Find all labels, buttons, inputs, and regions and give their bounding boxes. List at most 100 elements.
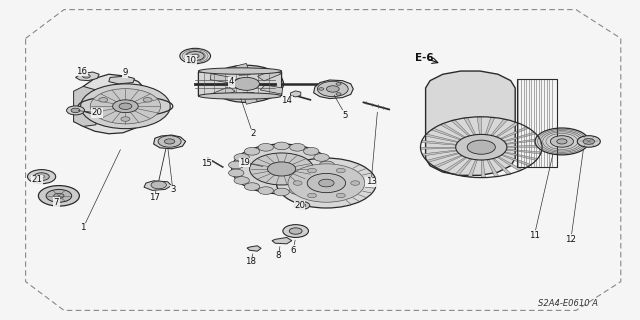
Circle shape xyxy=(158,136,181,147)
Circle shape xyxy=(228,161,244,169)
Circle shape xyxy=(67,106,84,115)
Circle shape xyxy=(351,181,360,185)
Polygon shape xyxy=(444,157,467,172)
Circle shape xyxy=(314,177,329,184)
Polygon shape xyxy=(497,157,522,171)
Text: 20: 20 xyxy=(92,108,103,117)
Circle shape xyxy=(337,193,346,198)
Text: 5: 5 xyxy=(343,111,348,120)
Circle shape xyxy=(234,154,250,161)
Circle shape xyxy=(577,136,600,147)
Polygon shape xyxy=(440,124,465,138)
Circle shape xyxy=(290,187,305,195)
Circle shape xyxy=(288,164,365,202)
Circle shape xyxy=(258,143,273,151)
Polygon shape xyxy=(464,117,476,135)
Polygon shape xyxy=(76,72,99,81)
Polygon shape xyxy=(504,132,536,142)
Polygon shape xyxy=(210,74,232,83)
Polygon shape xyxy=(425,134,458,142)
Circle shape xyxy=(83,74,90,78)
Text: 10: 10 xyxy=(185,56,196,65)
Circle shape xyxy=(557,139,567,144)
Circle shape xyxy=(336,83,341,85)
Polygon shape xyxy=(455,159,472,175)
Polygon shape xyxy=(236,63,250,75)
Polygon shape xyxy=(74,86,96,126)
Text: 16: 16 xyxy=(76,67,88,76)
Circle shape xyxy=(583,139,595,144)
Polygon shape xyxy=(507,145,542,147)
Polygon shape xyxy=(504,152,538,160)
Circle shape xyxy=(54,193,64,198)
Polygon shape xyxy=(491,119,508,136)
Circle shape xyxy=(244,183,260,190)
Circle shape xyxy=(314,154,329,161)
Polygon shape xyxy=(422,150,457,156)
Polygon shape xyxy=(481,160,485,178)
Circle shape xyxy=(164,139,175,144)
Text: 3: 3 xyxy=(170,185,175,194)
Circle shape xyxy=(326,86,339,92)
Polygon shape xyxy=(154,135,186,149)
Polygon shape xyxy=(434,155,462,168)
Polygon shape xyxy=(477,117,481,134)
Polygon shape xyxy=(144,181,172,190)
Text: 9: 9 xyxy=(122,68,127,77)
Polygon shape xyxy=(211,87,236,98)
Polygon shape xyxy=(431,128,461,140)
Polygon shape xyxy=(314,80,353,99)
Circle shape xyxy=(307,193,317,198)
Circle shape xyxy=(81,84,170,129)
Circle shape xyxy=(232,144,332,194)
Circle shape xyxy=(467,140,495,154)
Ellipse shape xyxy=(198,68,282,74)
Polygon shape xyxy=(421,140,456,145)
Circle shape xyxy=(71,108,80,113)
Circle shape xyxy=(28,170,56,184)
Circle shape xyxy=(307,168,317,173)
Circle shape xyxy=(38,186,79,206)
Text: 17: 17 xyxy=(149,193,161,202)
Circle shape xyxy=(180,48,211,64)
Polygon shape xyxy=(272,237,292,244)
Ellipse shape xyxy=(198,93,282,99)
Circle shape xyxy=(303,183,319,190)
Text: 18: 18 xyxy=(245,257,257,266)
Circle shape xyxy=(151,181,166,189)
Text: 20: 20 xyxy=(294,201,305,210)
Circle shape xyxy=(268,162,296,176)
Text: 8: 8 xyxy=(276,252,281,260)
Circle shape xyxy=(276,158,376,208)
Text: 6: 6 xyxy=(291,246,296,255)
Text: E-6: E-6 xyxy=(415,52,433,63)
Text: 7: 7 xyxy=(54,198,59,207)
Polygon shape xyxy=(420,147,456,149)
Text: 2: 2 xyxy=(250,129,255,138)
Circle shape xyxy=(317,81,348,97)
Circle shape xyxy=(298,204,306,207)
Text: 15: 15 xyxy=(200,159,212,168)
Circle shape xyxy=(337,168,346,173)
Circle shape xyxy=(274,188,289,196)
Circle shape xyxy=(319,179,334,187)
Circle shape xyxy=(294,202,310,209)
Polygon shape xyxy=(506,139,541,144)
Circle shape xyxy=(209,65,284,102)
Polygon shape xyxy=(500,127,529,139)
Text: 4: 4 xyxy=(229,77,234,86)
Polygon shape xyxy=(496,122,519,137)
Circle shape xyxy=(456,134,507,160)
Circle shape xyxy=(119,103,132,109)
Polygon shape xyxy=(74,74,150,134)
Circle shape xyxy=(234,77,259,90)
Polygon shape xyxy=(109,76,134,84)
Text: 14: 14 xyxy=(281,96,292,105)
Text: 1: 1 xyxy=(81,223,86,232)
Circle shape xyxy=(307,173,346,193)
Circle shape xyxy=(293,181,302,185)
Circle shape xyxy=(244,148,260,155)
Polygon shape xyxy=(487,159,499,177)
Circle shape xyxy=(319,88,324,90)
Text: 13: 13 xyxy=(365,177,377,186)
